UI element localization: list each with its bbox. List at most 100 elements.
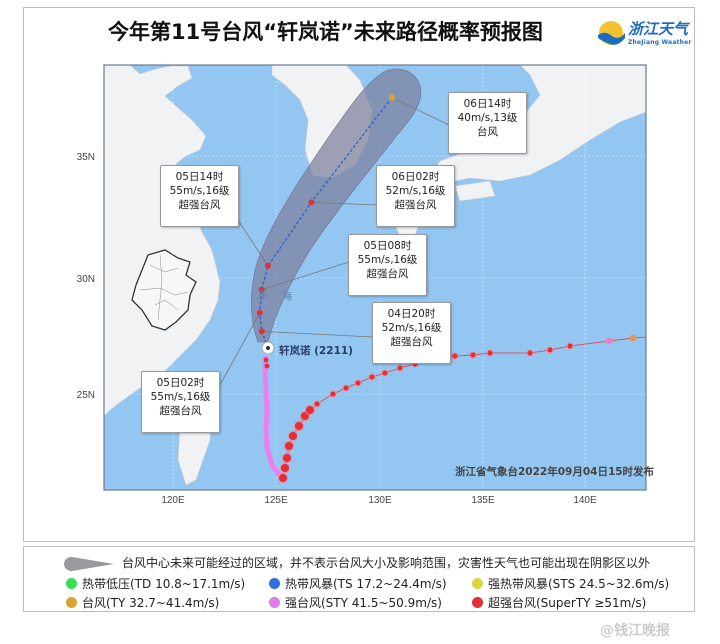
callout-category: 超强台风 [394,199,437,211]
violet-dot-icon [269,597,280,608]
legend-label: 热带风暴(TS 17.2~24.4m/s) [285,577,447,591]
sea-label-hai: 海 [282,290,292,303]
lon-label: 130E [368,495,392,506]
sun-wave-icon [598,21,625,45]
callout-leader [219,312,261,386]
past-track-point [263,357,269,363]
callout-wind: 40m/s,13级 [457,112,518,124]
blue-dot-icon [269,578,280,589]
japan-shikoku [454,180,496,202]
callout-time: 06日14时 [463,98,512,110]
past-track-point [278,473,288,483]
legend-cone-text: 台风中心未来可能经过的区域，并不表示台风大小及影响范围，灾害性天气也可能出现在阴… [122,556,651,570]
callout-time: 04日20时 [387,308,436,320]
callout-leaders [219,97,450,386]
past-track-points [263,334,637,483]
callout-wind: 55m/s,16级 [169,185,230,197]
past-track-point [294,421,304,431]
legend-label: 强台风(STY 41.5~50.9m/s) [285,596,442,610]
issuer-label: 浙江省气象台2022年09月04日15时发布 [455,466,655,478]
past-track-point [329,390,337,398]
forecast-callout-06-14: 06日14时 40m/s,13级 台风 [448,92,527,154]
past-track-point [284,441,294,451]
legend-label: 台风(TY 32.7~41.4m/s) [82,596,220,610]
lon-label: 125E [264,495,288,506]
past-track-point [368,373,376,381]
callout-time: 05日08时 [363,240,412,252]
forecast-point [264,262,271,269]
callout-category: 台风 [477,126,498,138]
past-track-point [629,334,637,342]
lat-label: 25N [77,390,95,401]
orange-dot-icon [66,597,77,608]
lat-label: 30N [77,274,95,285]
logo-subtext: ZheJiang Weather [628,39,692,46]
callout-wind: 55m/s,16级 [357,254,418,266]
legend-item-sts: 强热带风暴(STS 24.5~32.6m/s) [472,575,669,592]
yellow-dot-icon [472,578,483,589]
past-track-sty [262,355,283,478]
legend-item-td: 热带低压(TD 10.8~17.1m/s) [66,575,245,592]
forecast-points [256,94,396,335]
past-track-point [282,453,292,463]
past-track-point [469,351,477,359]
past-track-point [381,369,389,377]
past-track-point [342,384,350,392]
forecast-point [308,199,315,206]
lat-label: 35N [77,152,95,163]
legend-item-sty: 强台风(STY 41.5~50.9m/s) [269,594,442,611]
forecast-callout-05-08: 05日08时 55m/s,16级 超强台风 [348,234,427,296]
past-track-point [396,364,404,372]
legend-item-superty: 超强台风(SuperTY ≥51m/s) [472,594,646,611]
callout-leader [261,330,374,338]
callout-wind: 52m/s,16级 [381,322,442,334]
past-track-point [313,400,321,408]
cone-shape-icon [64,556,114,571]
past-track-point [526,349,534,357]
callout-wind: 52m/s,16级 [385,185,446,197]
forecast-callout-05-14: 05日14时 55m/s,16级 超强台风 [160,165,239,227]
lon-label: 120E [161,495,185,506]
callout-time: 05日02时 [156,377,205,389]
watermark: @钱江晚报 [600,623,670,639]
legend-cone-item: 台风中心未来可能经过的区域，并不表示台风大小及影响范围，灾害性天气也可能出现在阴… [64,554,650,573]
callout-wind: 55m/s,16级 [150,391,211,403]
legend-label: 热带低压(TD 10.8~17.1m/s) [82,577,246,591]
past-track-point [605,337,613,345]
callout-time: 06日02时 [391,171,440,183]
forecast-point [258,286,265,293]
lon-label: 140E [573,495,597,506]
legend-label: 超强台风(SuperTY ≥51m/s) [488,596,647,610]
forecast-callout-06-02: 06日02时 52m/s,16级 超强台风 [376,165,455,227]
past-track-point [354,379,362,387]
zhejiang-county-borders [139,254,189,321]
legend-label: 强热带风暴(STS 24.5~32.6m/s) [488,577,670,591]
past-track-point [280,463,290,473]
forecast-point [256,309,263,316]
current-position-icon [261,341,275,355]
red-dot-icon [472,597,483,608]
past-track-point [546,346,554,354]
zhejiang-weather-logo: 浙江天气 ZheJiang Weather [596,18,692,48]
page-title: 今年第11号台风“轩岚诺”未来路径概率预报图 [108,20,543,44]
callout-leader [261,261,350,290]
green-dot-icon [66,578,77,589]
legend: 台风中心未来可能经过的区域，并不表示台风大小及影响范围，灾害性天气也可能出现在阴… [23,546,695,612]
forecast-point [258,328,265,335]
callout-category: 超强台风 [390,336,433,348]
callout-category: 超强台风 [366,268,409,280]
callout-category: 超强台风 [178,199,221,211]
callout-leader [237,219,269,267]
callout-leader [391,97,450,126]
past-track-point [486,349,494,357]
typhoon-name-label: 轩岚诺 (2211) [279,345,353,357]
map-border [103,64,647,491]
callout-category: 超强台风 [159,405,202,417]
forecast-point [388,94,396,101]
legend-item-ty: 台风(TY 32.7~41.4m/s) [66,594,219,611]
lon-label: 135E [471,495,495,506]
legend-item-ts: 热带风暴(TS 17.2~24.4m/s) [269,575,447,592]
callout-time: 05日14时 [175,171,224,183]
forecast-callout-05-02: 05日02时 55m/s,16级 超强台风 [141,371,220,433]
past-track-point [566,342,574,350]
